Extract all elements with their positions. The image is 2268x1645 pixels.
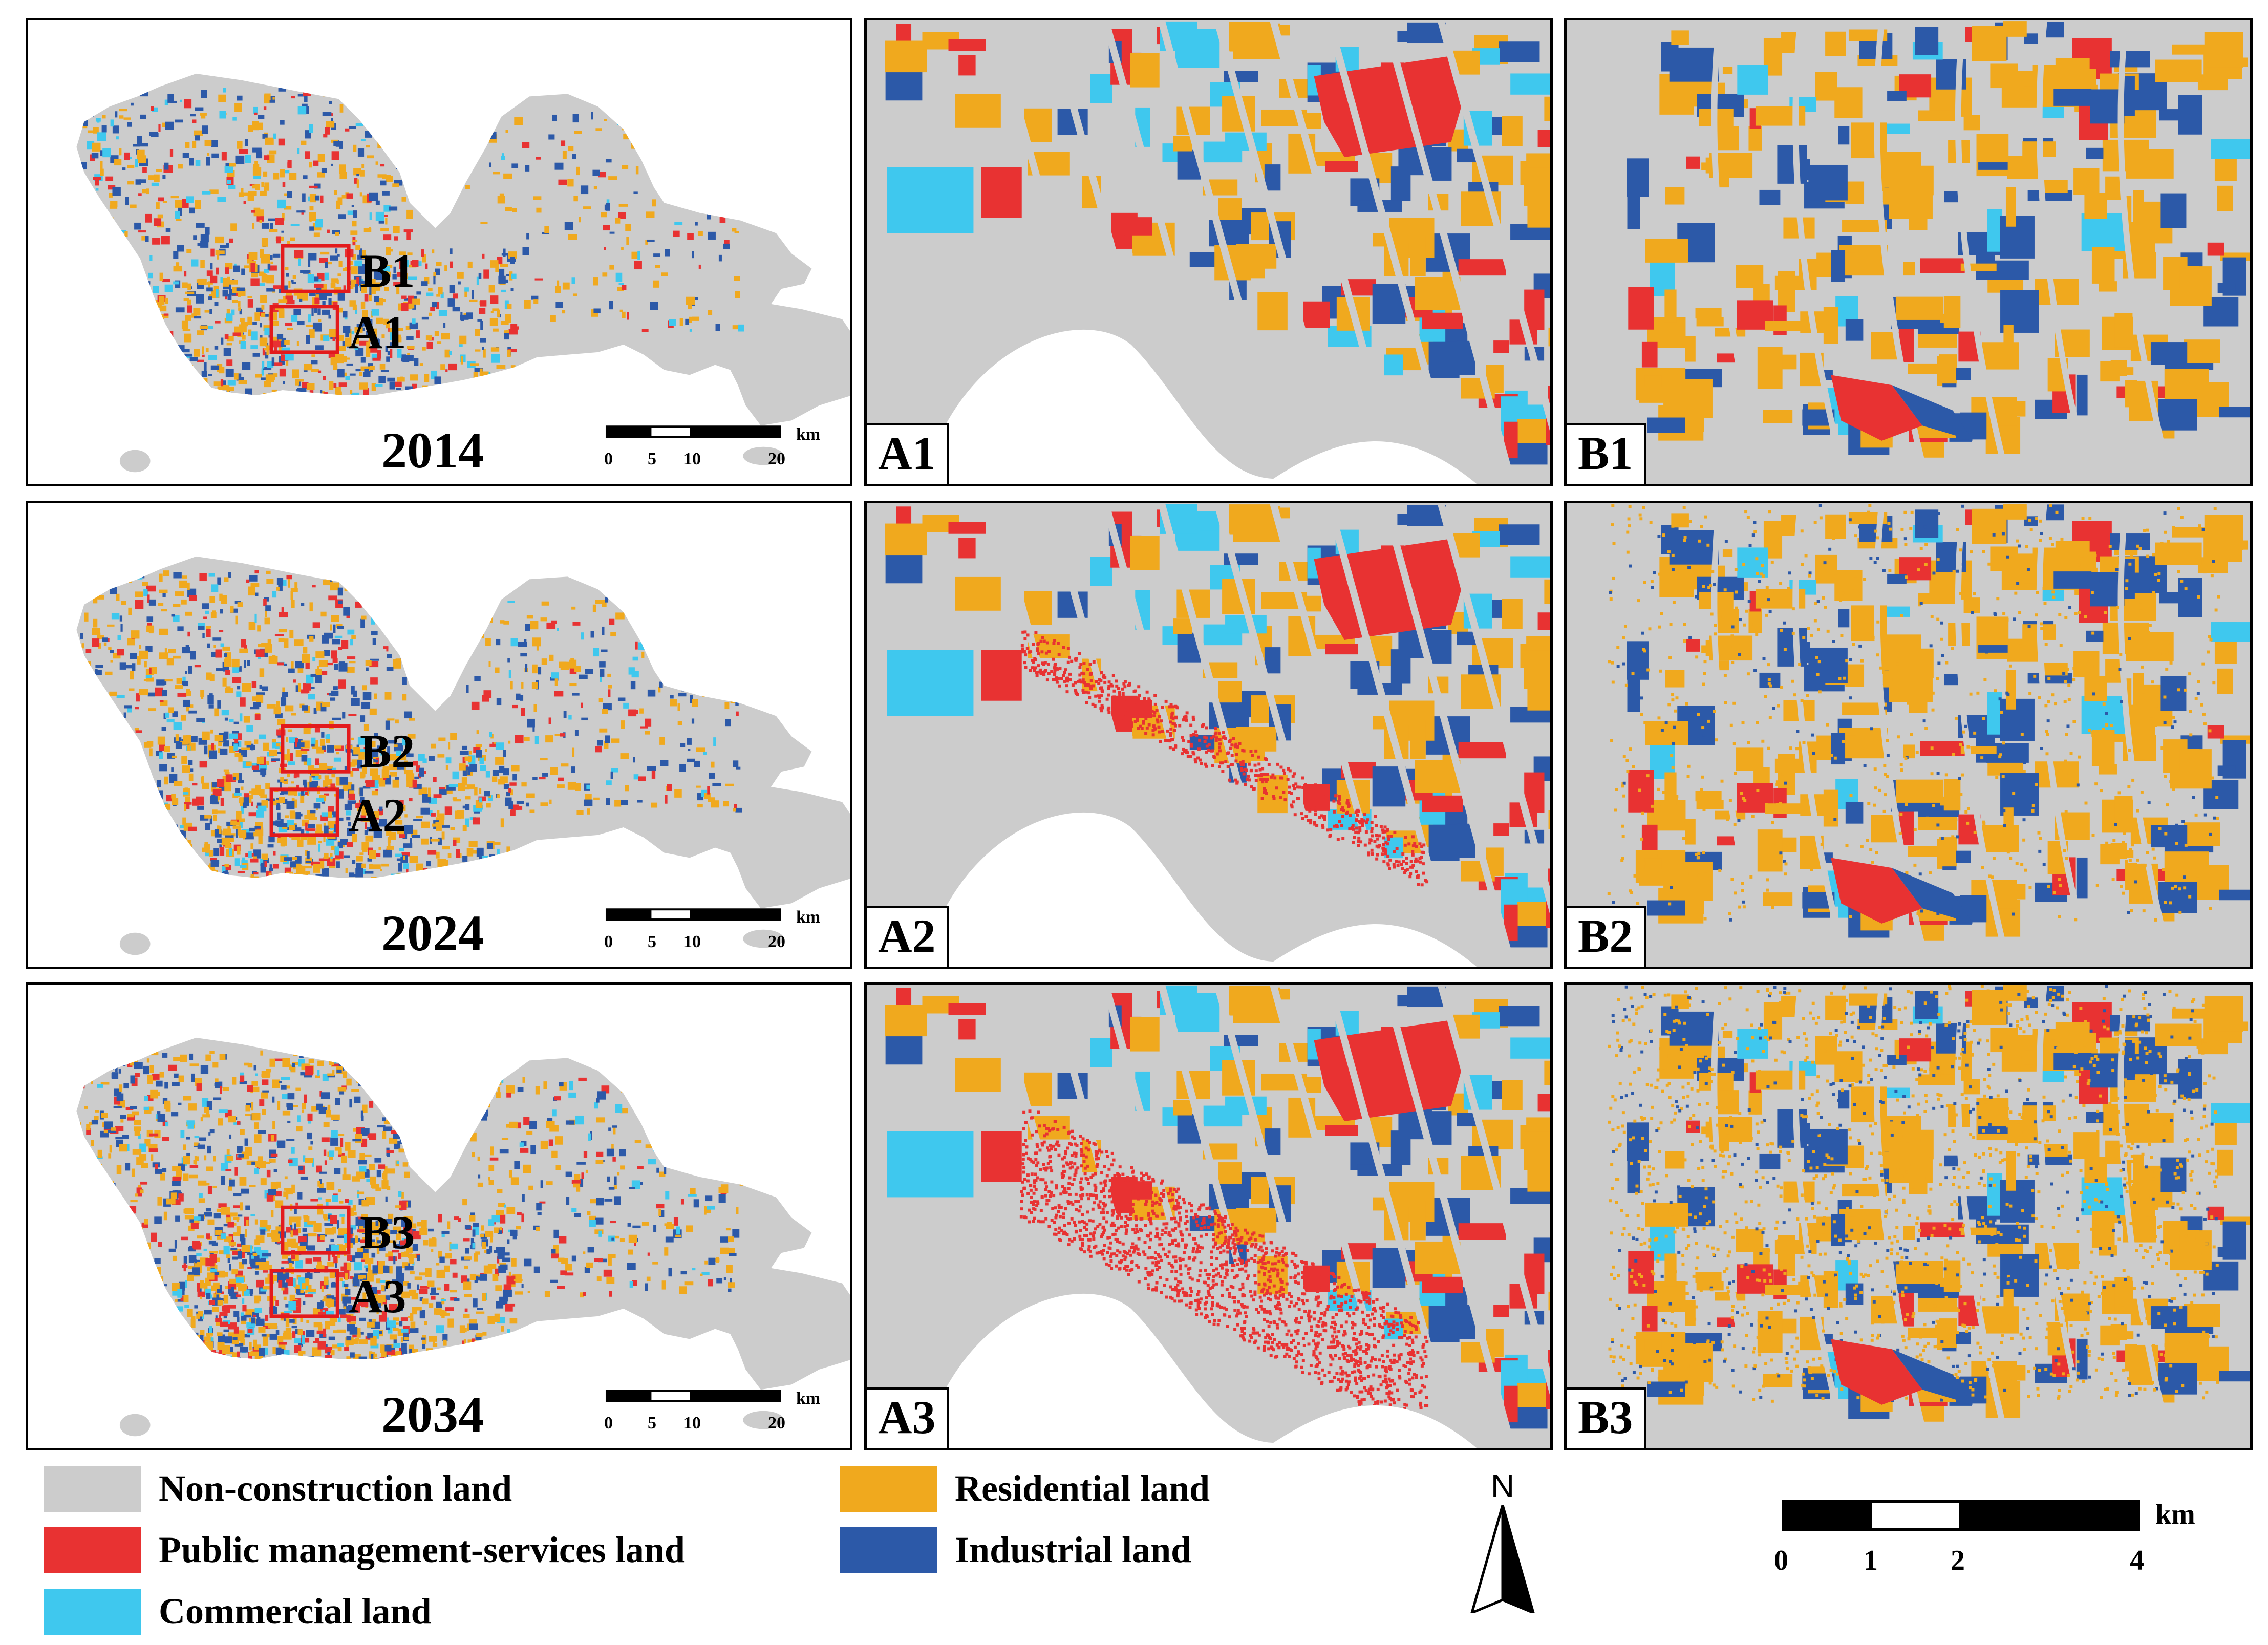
- zoom-panel-a: A1: [864, 18, 1553, 486]
- north-arrow-icon: [1470, 1505, 1535, 1613]
- map-year-label: 2014: [381, 422, 484, 479]
- overview-map-panel: B2 A2 2024 km 0 5 10 20: [26, 501, 852, 969]
- legend-swatch: [840, 1527, 937, 1573]
- overview-scalebar-unit: km: [796, 425, 821, 444]
- land-use-detail-map: [867, 20, 1550, 484]
- land-use-map: [76, 1037, 850, 1437]
- overview-scalebar-tick: 20: [768, 450, 785, 468]
- bottom-scalebar-tick: 4: [2130, 1545, 2144, 1576]
- zoom-box-label-a: A3: [349, 1270, 406, 1322]
- map-year-label: 2024: [381, 905, 484, 962]
- north-label: N: [1490, 1467, 1515, 1504]
- zoom-panel-label: B2: [1567, 906, 1647, 967]
- overview-scalebar-tick: 5: [648, 932, 656, 951]
- map-year-label: 2034: [381, 1386, 484, 1443]
- zoom-box-label-b: B1: [360, 245, 415, 297]
- zoom-panel-b: B3: [1564, 982, 2253, 1450]
- overview-scalebar-tick: 10: [683, 450, 701, 468]
- legend-swatch: [44, 1527, 141, 1573]
- zoom-panel-b: B1: [1564, 18, 2253, 486]
- zoom-box-label-a: A1: [349, 306, 406, 358]
- legend-label: Residential land: [955, 1468, 1210, 1509]
- legend-item-public: Public management-services land: [44, 1527, 811, 1573]
- land-use-map: [76, 556, 850, 955]
- zoom-panel-label: B1: [1567, 423, 1647, 484]
- zoom-panel-label: A1: [867, 423, 950, 484]
- bottom-scalebar-tick: 0: [1774, 1545, 1788, 1576]
- zoom-panel-label: A3: [867, 1387, 950, 1448]
- zoom-panel-a: A2: [864, 501, 1553, 969]
- overview-scalebar-tick: 5: [648, 1414, 656, 1433]
- zoom-panel-label: B3: [1567, 1387, 1647, 1448]
- overview-scalebar-tick: 0: [604, 932, 613, 951]
- overview-map-panel: B3 A3 2034 km 0 5 10 20: [26, 982, 852, 1450]
- legend-swatch: [44, 1466, 141, 1512]
- legend-label: Non-construction land: [159, 1468, 512, 1509]
- bottom-scalebar-tick: 2: [1951, 1545, 1965, 1576]
- land-use-detail-map: [867, 503, 1550, 967]
- overview-scalebar-unit: km: [796, 1389, 821, 1408]
- land-use-detail-map: [1567, 985, 2250, 1448]
- legend-item-residential: Residential land: [840, 1466, 1403, 1512]
- legend-label: Industrial land: [955, 1529, 1192, 1570]
- land-use-map: [76, 73, 850, 473]
- legend-swatch: [44, 1589, 141, 1635]
- overview-scalebar-tick: 10: [683, 1414, 701, 1433]
- zoom-box-label-b: B3: [360, 1206, 415, 1258]
- land-use-detail-map: [1567, 503, 2250, 967]
- zoom-panel-b: B2: [1564, 501, 2253, 969]
- overview-map-panel: B1 A1 2014 km 0 5 10 20: [26, 18, 852, 486]
- overview-scalebar-tick: 0: [604, 450, 613, 468]
- zoom-panel-label: A2: [867, 906, 950, 967]
- overview-scalebar-tick: 10: [683, 932, 701, 951]
- overview-scalebar-tick: 0: [604, 1414, 613, 1433]
- north-arrow: N: [1467, 1469, 1538, 1613]
- legend-label: Public management-services land: [159, 1529, 685, 1570]
- bottom-scalebar-unit: km: [2155, 1499, 2195, 1530]
- legend-swatch: [840, 1466, 937, 1512]
- zoom-box-label-a: A2: [349, 789, 406, 841]
- zoom-box-label-b: B2: [360, 725, 415, 777]
- overview-scalebar-unit: km: [796, 908, 821, 927]
- legend-item-non-construction: Non-construction land: [44, 1466, 709, 1512]
- land-use-detail-map: [1567, 20, 2250, 484]
- scalebar-graphic: [1782, 1500, 2140, 1531]
- land-use-detail-map: [867, 985, 1550, 1448]
- overview-scalebar-tick: 20: [768, 932, 785, 951]
- bottom-scalebar: km 0 1 2 4: [1774, 1499, 2242, 1582]
- overview-scalebar-tick: 5: [648, 450, 656, 468]
- legend-item-commercial: Commercial land: [44, 1589, 709, 1635]
- legend-item-industrial: Industrial land: [840, 1527, 1403, 1573]
- bottom-scalebar-tick: 1: [1864, 1545, 1878, 1576]
- overview-scalebar-tick: 20: [768, 1414, 785, 1433]
- zoom-panel-a: A3: [864, 982, 1553, 1450]
- legend-label: Commercial land: [159, 1591, 432, 1632]
